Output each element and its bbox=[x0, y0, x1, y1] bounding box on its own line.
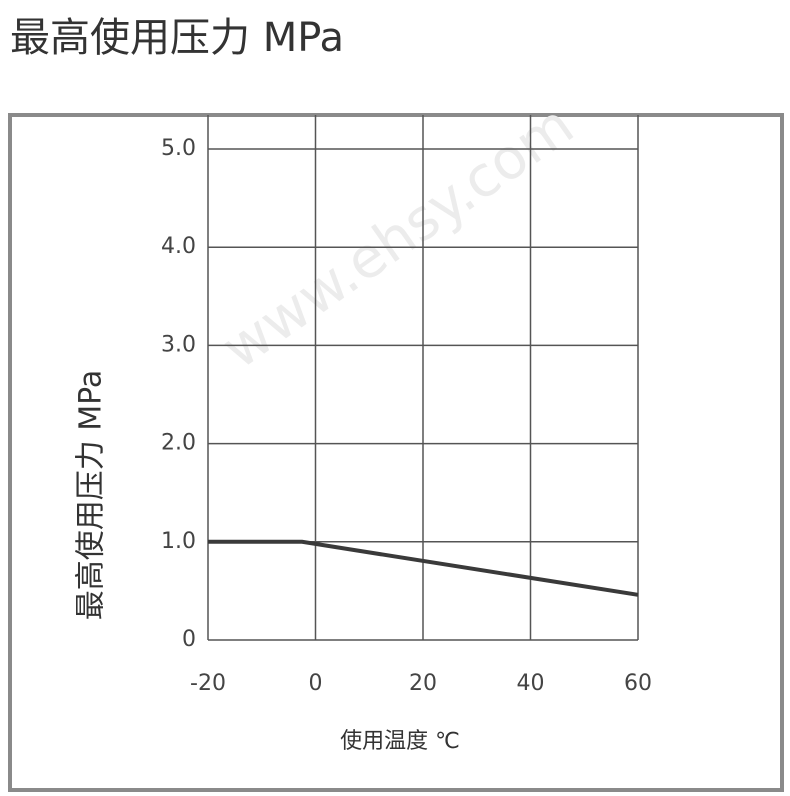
y-tick-label: 1.0 bbox=[161, 529, 196, 554]
x-tick-label: 60 bbox=[624, 671, 652, 696]
watermark: www.ehsy.com bbox=[211, 93, 586, 382]
data-line bbox=[208, 539, 639, 597]
frame bbox=[8, 113, 784, 792]
x-tick-label: 0 bbox=[309, 671, 323, 696]
y-tick-label: 2.0 bbox=[161, 431, 196, 456]
y-tick-label: 5.0 bbox=[161, 136, 196, 161]
x-axis-label: 使用温度 ℃ bbox=[340, 729, 460, 754]
x-tick-label: 40 bbox=[517, 671, 545, 696]
y-axis-label: 最高使用压力 MPa bbox=[74, 370, 109, 621]
x-tick-label: 20 bbox=[409, 671, 437, 696]
y-tick-label: 3.0 bbox=[161, 332, 196, 357]
y-tick-label: 0 bbox=[182, 627, 196, 652]
x-tick-label: -20 bbox=[190, 671, 226, 696]
chart-title: 最高使用压力 MPa bbox=[10, 15, 344, 61]
y-tick-label: 4.0 bbox=[161, 234, 196, 259]
